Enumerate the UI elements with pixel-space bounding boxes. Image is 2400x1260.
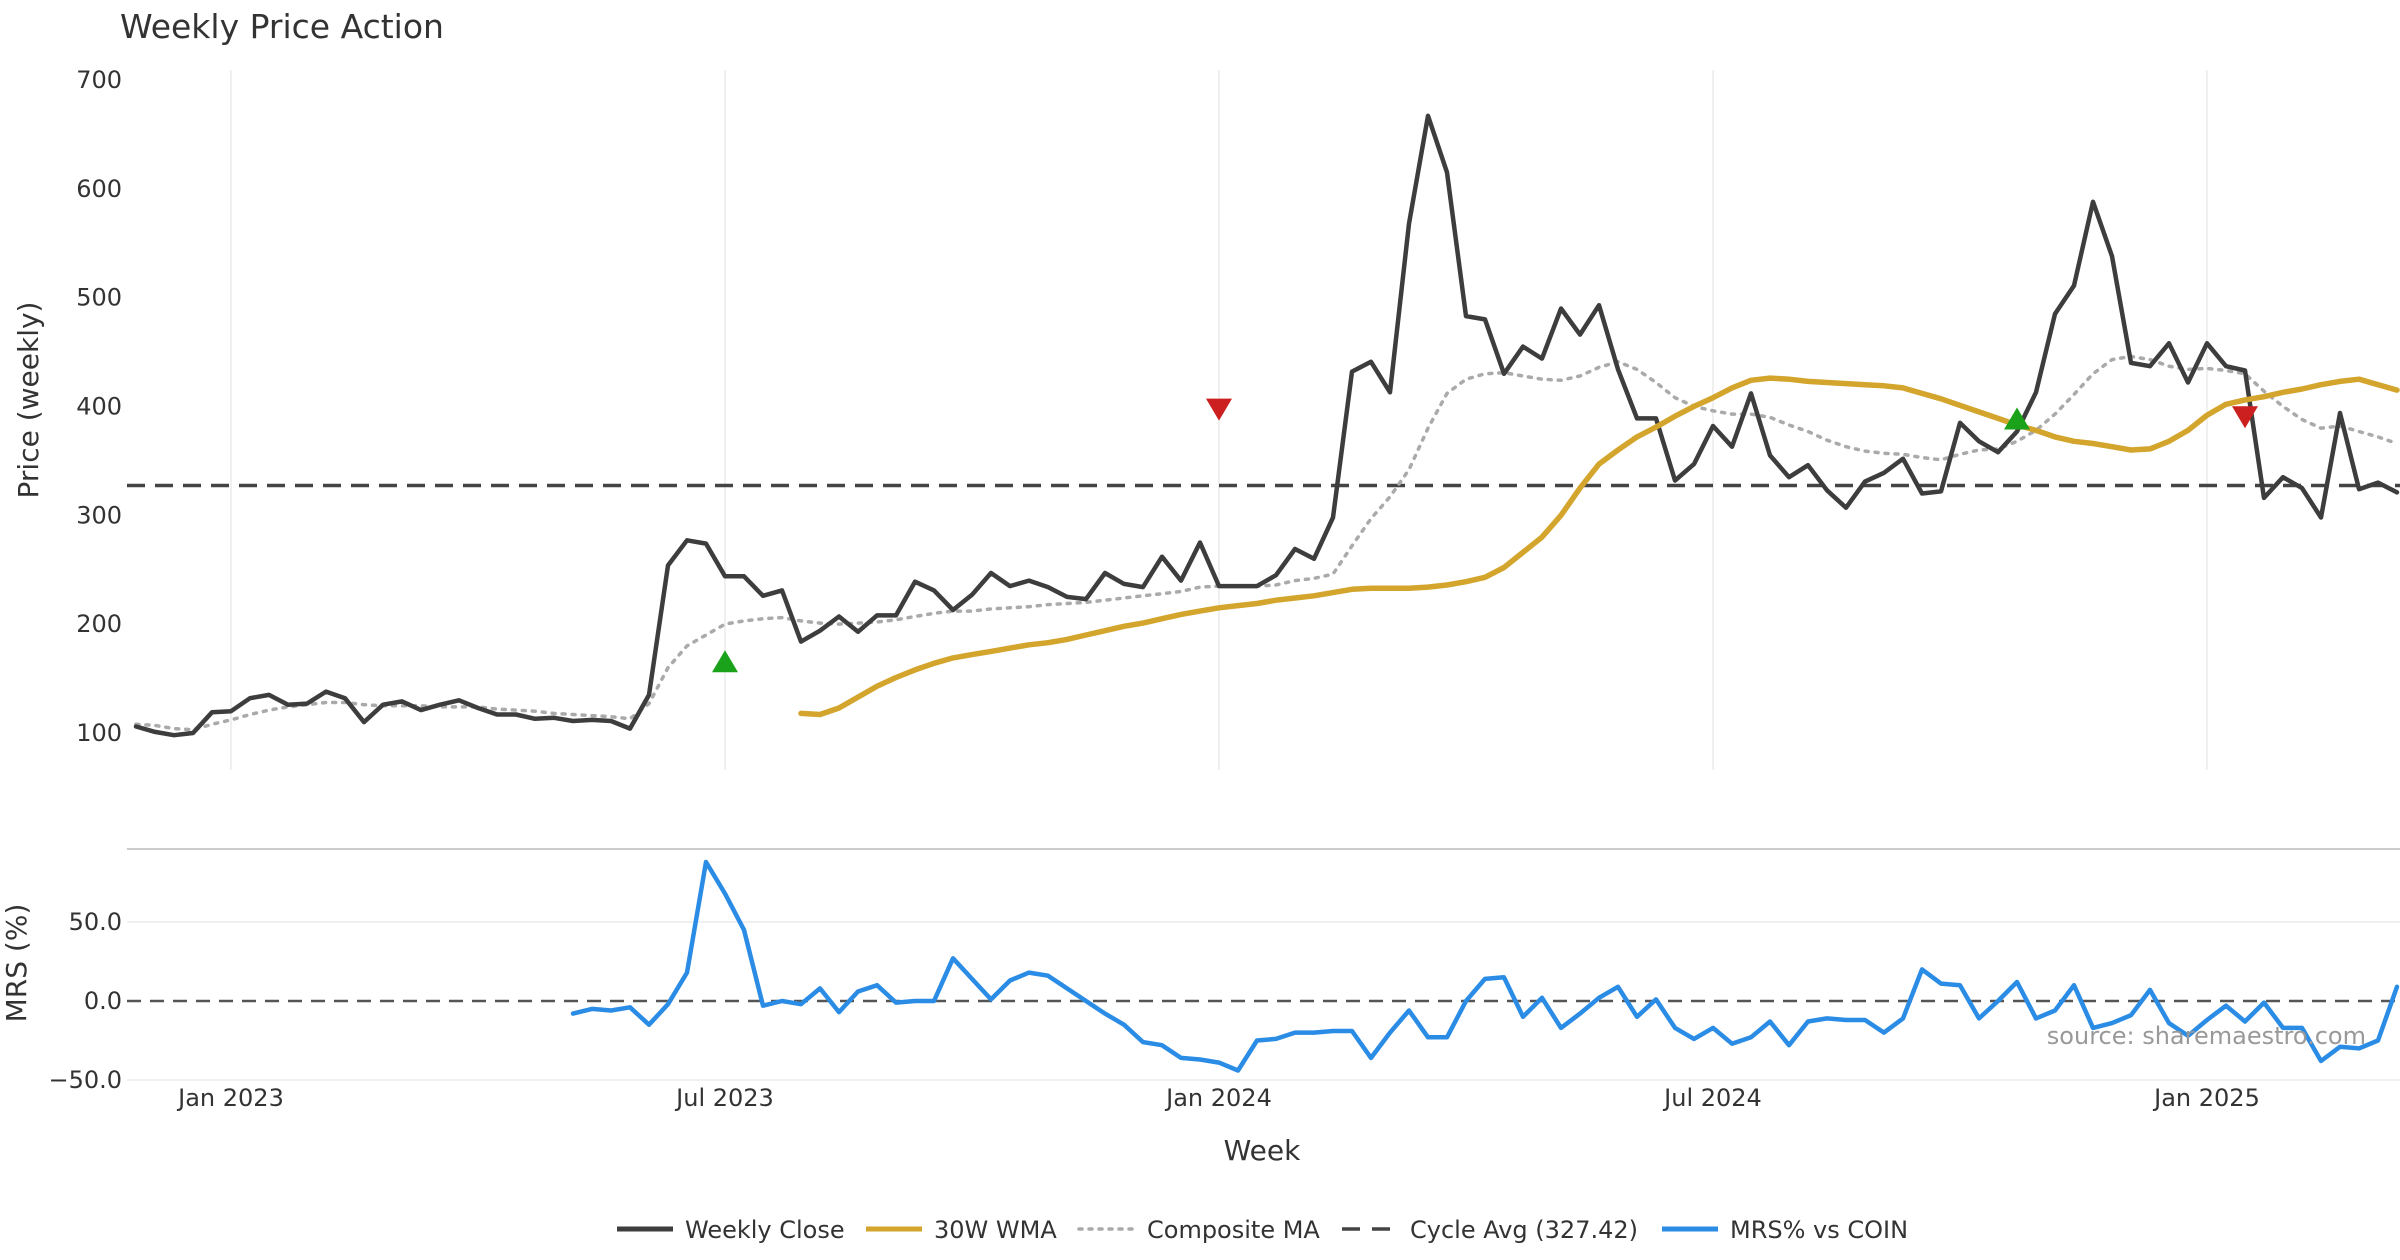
mrs-y-tick-label: −50.0 bbox=[48, 1066, 122, 1094]
price-y-axis-label: Price (weekly) bbox=[12, 302, 45, 499]
sell-signal-marker bbox=[1206, 398, 1232, 421]
legend-label: Cycle Avg (327.42) bbox=[1410, 1216, 1638, 1244]
chart-title: Weekly Price Action bbox=[120, 7, 444, 46]
legend-label: Weekly Close bbox=[685, 1216, 845, 1244]
source-label: source: sharemaestro.com bbox=[2047, 1022, 2366, 1050]
mrs-line bbox=[570, 859, 2400, 1073]
buy-signal-marker bbox=[2004, 407, 2030, 430]
price-y-tick-label: 200 bbox=[76, 610, 122, 638]
price-signals bbox=[712, 398, 2258, 673]
x-ticks: Jan 2023 Jul 2023 Jan 2024 Jul 2024 Jan 2025… bbox=[176, 1084, 2260, 1112]
x-tick-label: Jan 2025 bbox=[2152, 1084, 2260, 1112]
mrs-y-axis-label: MRS (%) bbox=[0, 904, 33, 1023]
price-y-tick-label: 700 bbox=[76, 66, 122, 94]
x-tick-label: Jul 2024 bbox=[1662, 1084, 1762, 1112]
price-y-tick-label: 500 bbox=[76, 284, 122, 312]
wma-30w-line bbox=[798, 375, 2400, 718]
buy-signal-marker bbox=[712, 650, 738, 673]
legend-label: Composite MA bbox=[1147, 1216, 1320, 1244]
mrs-y-tick-label: 0.0 bbox=[84, 987, 122, 1015]
mrs-y-tick-label: 50.0 bbox=[69, 908, 122, 936]
price-grid bbox=[230, 70, 2208, 770]
price-y-tick-label: 600 bbox=[76, 175, 122, 203]
x-tick-label: Jan 2023 bbox=[176, 1084, 284, 1112]
composite-ma-line bbox=[134, 354, 2399, 732]
mrs-y-ticks: 50.0 0.0 −50.0 bbox=[48, 908, 122, 1094]
price-y-tick-label: 300 bbox=[76, 501, 122, 529]
price-y-tick-label: 100 bbox=[76, 719, 122, 747]
x-tick-label: Jan 2024 bbox=[1164, 1084, 1272, 1112]
mrs-series bbox=[570, 859, 2400, 1073]
weekly-close-line bbox=[133, 113, 2400, 738]
legend-label: MRS% vs COIN bbox=[1730, 1216, 1908, 1244]
price-y-tick-label: 400 bbox=[76, 392, 122, 420]
price-y-ticks: 100 200 300 400 500 600 700 bbox=[76, 66, 122, 747]
x-axis-label: Week bbox=[1224, 1134, 1301, 1167]
legend-label: 30W WMA bbox=[934, 1216, 1057, 1244]
mrs-grid bbox=[127, 921, 2400, 1081]
legend: Weekly Close 30W WMA Composite MA Cycle Avg… bbox=[617, 1216, 1908, 1244]
price-series bbox=[127, 113, 2400, 738]
sell-signal-marker bbox=[2232, 406, 2258, 429]
x-tick-label: Jul 2023 bbox=[674, 1084, 774, 1112]
